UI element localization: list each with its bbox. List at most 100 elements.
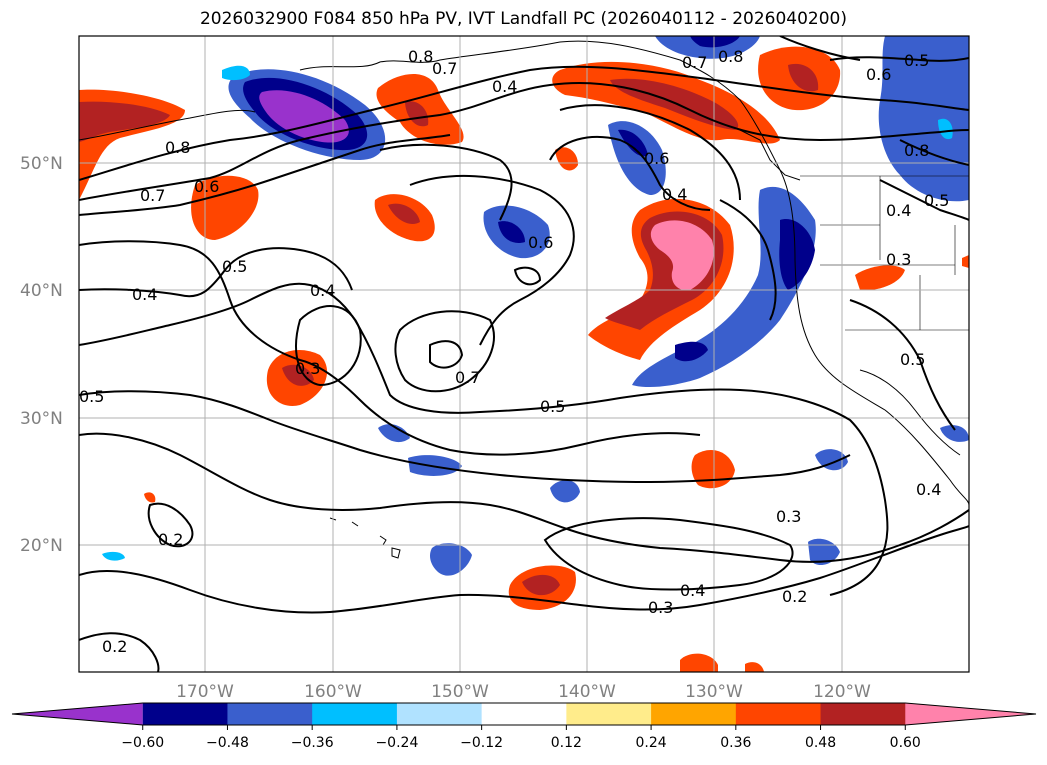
contour-label: 0.6 bbox=[866, 65, 891, 84]
fill-darkblue-top-center bbox=[690, 36, 740, 48]
contour-loop-152w bbox=[429, 340, 464, 369]
lat-label: 50°N bbox=[20, 154, 63, 174]
colorbar-swatch bbox=[820, 703, 906, 725]
contour-label: 0.7 bbox=[682, 53, 707, 72]
contour-label: 0.5 bbox=[924, 191, 949, 210]
fill-darkblue-145w bbox=[498, 221, 525, 244]
contour-label: 0.7 bbox=[140, 186, 165, 205]
colorbar-swatch bbox=[142, 703, 228, 725]
contour-line-2 bbox=[79, 82, 969, 201]
fill-blue-coastal-band bbox=[632, 186, 816, 388]
fill-red-spot-east bbox=[855, 265, 905, 291]
lon-label: 140°W bbox=[558, 682, 616, 702]
contour-line-7 bbox=[79, 390, 851, 484]
lon-label: 160°W bbox=[304, 682, 362, 702]
colorbar-swatch bbox=[735, 703, 822, 725]
contour-label: 0.5 bbox=[904, 51, 929, 70]
fill-blue-spot-3 bbox=[550, 480, 580, 503]
contour-label: 0.3 bbox=[776, 507, 801, 526]
colorbar-tick-label: 0.60 bbox=[890, 735, 921, 751]
contour-label: 0.6 bbox=[528, 233, 553, 252]
contour-loop-145w bbox=[513, 266, 542, 286]
coastline-pacific-northwest bbox=[739, 129, 801, 181]
coastlines bbox=[79, 40, 969, 559]
fill-blue-northeast-spot bbox=[938, 118, 953, 140]
contour-line-19 bbox=[79, 525, 969, 614]
fill-darkred-162w bbox=[282, 364, 314, 386]
fill-blue-northwest-edge bbox=[222, 65, 250, 81]
island-hawaii-4 bbox=[391, 547, 401, 559]
contour-label: 0.4 bbox=[680, 581, 705, 600]
colorbar: −0.60 −0.48 −0.36 −0.24 −0.12 0.12 0.24 0.36 0.4… bbox=[11, 702, 1037, 751]
map-frame bbox=[78, 35, 970, 673]
contour-line-18 bbox=[899, 139, 969, 166]
contour-label: 0.8 bbox=[904, 141, 929, 160]
contour-label: 0.8 bbox=[165, 138, 190, 157]
contour-label: 0.4 bbox=[132, 285, 157, 304]
fill-darkblue-coastal-band bbox=[779, 219, 815, 290]
colorbar-tick-label: 0.48 bbox=[805, 735, 836, 751]
contour-line-3 bbox=[79, 134, 451, 216]
lat-label: 40°N bbox=[20, 281, 63, 301]
contour-line-17 bbox=[779, 36, 861, 61]
colorbar-swatch bbox=[905, 703, 1036, 725]
colorbar-swatch bbox=[227, 703, 313, 725]
lon-label: 150°W bbox=[431, 682, 489, 702]
colorbar-tick-label: 0.12 bbox=[551, 735, 582, 751]
gridlines bbox=[79, 36, 969, 672]
fill-red-spot-bottom-1 bbox=[680, 653, 718, 672]
fill-darkred-northeast bbox=[788, 63, 819, 92]
contour-line-13 bbox=[719, 199, 777, 321]
fill-blue-spot-2 bbox=[408, 455, 462, 476]
contour-label: 0.3 bbox=[648, 598, 673, 617]
colorbar-tick-label: 0.24 bbox=[636, 735, 667, 751]
ivt-contours bbox=[79, 36, 969, 672]
colorbar-swatch bbox=[312, 703, 398, 725]
colorbar-tick-label: 0.36 bbox=[720, 735, 751, 751]
contour-label: 0.5 bbox=[540, 397, 565, 416]
contour-label: 0.3 bbox=[886, 250, 911, 269]
fill-red-spot-edge bbox=[962, 255, 969, 268]
fill-red-spot-tiny bbox=[144, 492, 156, 503]
contour-line-16 bbox=[829, 56, 969, 62]
colorbar-tick-label: −0.12 bbox=[460, 735, 503, 751]
coastline-aleutians bbox=[299, 40, 969, 506]
fill-darkred-spot-143w bbox=[522, 574, 560, 596]
contour-label: 0.4 bbox=[310, 281, 335, 300]
contour-label: 0.7 bbox=[455, 368, 480, 387]
fill-blue-spot-5 bbox=[430, 543, 472, 576]
fill-blue-137w bbox=[608, 121, 666, 195]
colorbar-tick-label: −0.24 bbox=[375, 735, 418, 751]
colorbar-swatch bbox=[396, 703, 483, 725]
contour-label: 0.5 bbox=[222, 257, 247, 276]
contour-label: 0.4 bbox=[662, 185, 687, 204]
fill-purple-northwest bbox=[259, 90, 349, 143]
colorbar-tick-label: −0.48 bbox=[206, 735, 249, 751]
fill-red-spot-bottom-2 bbox=[745, 662, 764, 672]
lat-label: 30°N bbox=[20, 409, 63, 429]
contour-line-5 bbox=[79, 247, 353, 298]
contour-label: 0.6 bbox=[644, 149, 669, 168]
contour-line-6 bbox=[79, 282, 889, 596]
contour-label: 0.2 bbox=[102, 637, 127, 656]
contour-line-20 bbox=[79, 632, 160, 672]
lon-label: 170°W bbox=[176, 682, 234, 702]
colorbar-swatch bbox=[651, 703, 737, 725]
contour-label: 0.8 bbox=[408, 47, 433, 66]
contour-line-4 bbox=[79, 240, 701, 456]
contour-line-12 bbox=[549, 136, 711, 211]
contour-loop-south bbox=[543, 517, 794, 591]
island-hawaii-3 bbox=[379, 535, 387, 546]
fill-lightblue-spot bbox=[102, 551, 125, 561]
contour-label: 0.2 bbox=[782, 587, 807, 606]
contour-label: 0.5 bbox=[900, 350, 925, 369]
contour-line-11 bbox=[559, 104, 741, 201]
contour-line-9 bbox=[379, 143, 513, 221]
fill-red-170w bbox=[191, 175, 259, 240]
lon-label: 120°W bbox=[813, 682, 871, 702]
contour-loop-160w bbox=[295, 305, 362, 387]
fill-darkblue-137w bbox=[618, 129, 648, 157]
island-hawaii-2 bbox=[351, 521, 359, 527]
contour-loop-southwest bbox=[147, 502, 194, 548]
contour-labels: 0.8 0.7 0.6 0.4 0.5 0.4 0.6 0.4 0.3 0.7 … bbox=[79, 47, 949, 656]
